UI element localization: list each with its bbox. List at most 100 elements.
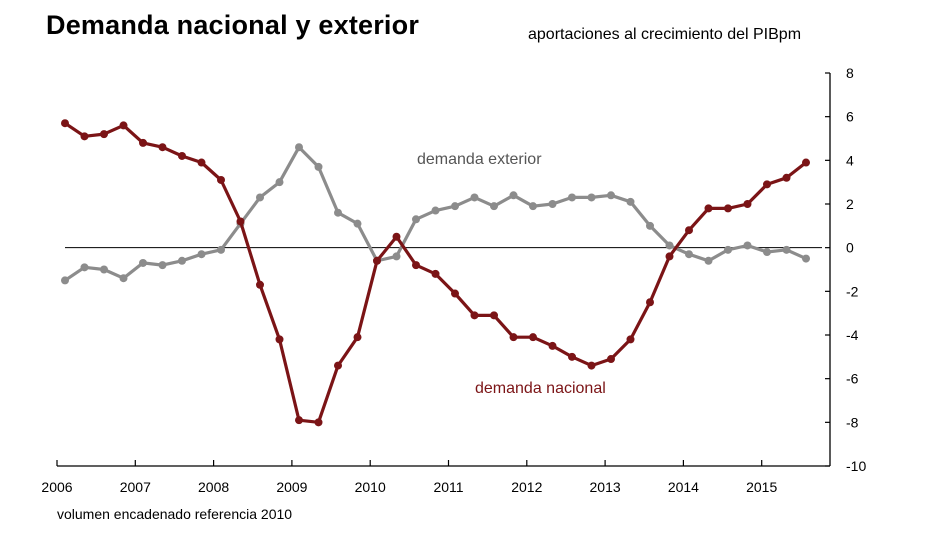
- data-point: [548, 200, 557, 208]
- x-tick-label: 2008: [198, 479, 229, 495]
- data-point: [178, 151, 186, 160]
- data-point: [548, 341, 557, 350]
- y-tick-label: 8: [846, 65, 854, 81]
- data-point: [197, 250, 206, 259]
- data-point: [646, 221, 654, 230]
- data-point: [743, 241, 752, 250]
- data-point: [470, 193, 479, 202]
- data-point: [431, 206, 440, 215]
- y-tick-label: 0: [846, 240, 854, 256]
- data-point: [119, 274, 128, 283]
- data-point: [256, 280, 264, 289]
- data-point: [158, 143, 167, 152]
- chart-title: Demanda nacional y exterior: [46, 10, 420, 40]
- data-point: [665, 241, 674, 250]
- data-point: [119, 121, 128, 130]
- y-tick-label: 4: [846, 152, 854, 168]
- data-point: [587, 361, 596, 370]
- data-point: [275, 178, 284, 187]
- data-point: [80, 263, 89, 272]
- y-tick-label: -2: [846, 283, 859, 299]
- data-point: [529, 333, 537, 342]
- data-point: [139, 138, 147, 147]
- data-point: [412, 261, 420, 270]
- data-point: [353, 219, 362, 228]
- data-point: [392, 252, 401, 261]
- axes: 8 6 4 2 0 -2 -4 -6 -8 -10 2006 2007 2008 2009 2010 2011…: [41, 65, 866, 495]
- x-tick-label: 2014: [668, 479, 699, 495]
- data-point: [782, 245, 791, 254]
- y-tick-label: -6: [846, 371, 859, 387]
- data-point: [782, 173, 791, 182]
- data-point: [178, 256, 186, 265]
- data-point: [334, 361, 342, 370]
- data-point: [256, 193, 264, 202]
- chart-footnote: volumen encadenado referencia 2010: [57, 506, 293, 522]
- data-point: [412, 215, 420, 224]
- series-layer: [61, 119, 810, 427]
- data-point: [724, 245, 732, 254]
- data-point: [217, 245, 225, 254]
- data-point: [509, 333, 518, 342]
- data-point: [568, 352, 576, 361]
- x-tick-label: 2015: [746, 479, 777, 495]
- data-point: [490, 311, 498, 320]
- series-label-demanda-exterior: demanda exterior: [417, 151, 542, 168]
- data-point: [451, 289, 459, 298]
- data-point: [490, 202, 498, 211]
- data-point: [685, 250, 693, 259]
- data-point: [100, 265, 108, 274]
- data-point: [139, 258, 147, 267]
- data-point: [607, 191, 615, 200]
- data-point: [197, 158, 206, 167]
- x-tick-label: 2010: [355, 479, 386, 495]
- y-tick-label: 2: [846, 196, 854, 212]
- data-point: [568, 193, 576, 202]
- data-point: [158, 261, 167, 270]
- data-point: [704, 256, 713, 265]
- series-label-demanda-nacional: demanda nacional: [475, 380, 606, 397]
- data-point: [646, 298, 654, 307]
- series-demanda-exterior: [61, 143, 810, 285]
- data-point: [353, 333, 362, 342]
- data-point: [509, 191, 518, 200]
- data-point: [685, 226, 693, 235]
- y-tick-label: -4: [846, 327, 859, 343]
- x-tick-label: 2007: [120, 479, 151, 495]
- data-point: [61, 119, 69, 128]
- data-point: [529, 202, 537, 211]
- data-point: [373, 256, 381, 265]
- data-point: [802, 158, 810, 167]
- data-point: [61, 276, 69, 285]
- data-point: [236, 217, 245, 226]
- data-point: [763, 248, 771, 257]
- data-point: [451, 202, 459, 211]
- data-point: [704, 204, 713, 213]
- data-point: [763, 180, 771, 189]
- data-point: [217, 175, 225, 184]
- data-point: [607, 355, 615, 364]
- data-point: [295, 143, 303, 152]
- data-point: [665, 252, 674, 261]
- data-point: [100, 130, 108, 139]
- data-point: [295, 416, 303, 425]
- data-point: [626, 197, 635, 206]
- x-tick-label: 2009: [276, 479, 307, 495]
- x-tick-label: 2011: [433, 479, 463, 495]
- data-point: [314, 418, 323, 427]
- y-tick-label: 6: [846, 109, 854, 125]
- chart-subtitle: aportaciones al crecimiento del PIBpm: [528, 26, 802, 43]
- data-point: [314, 162, 323, 171]
- data-point: [470, 311, 479, 320]
- x-tick-label: 2006: [41, 479, 72, 495]
- data-point: [431, 269, 440, 278]
- y-tick-label: -8: [846, 414, 859, 430]
- data-point: [802, 254, 810, 263]
- y-tick-label: -10: [846, 458, 866, 474]
- data-point: [626, 335, 635, 344]
- x-tick-label: 2012: [511, 479, 542, 495]
- data-point: [80, 132, 89, 141]
- data-point: [587, 193, 596, 202]
- data-point: [275, 335, 284, 344]
